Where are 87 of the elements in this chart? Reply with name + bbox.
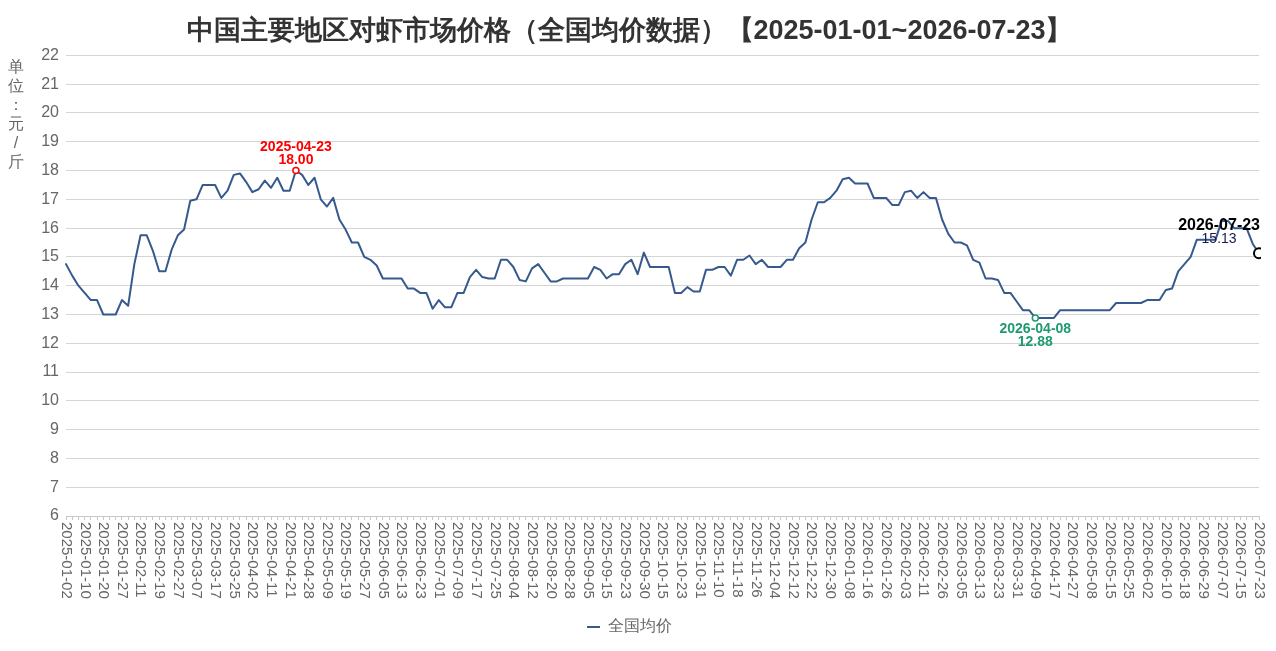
y-tick-label: 16 [41, 218, 60, 236]
x-tick-label: 2025-07-25 [487, 522, 505, 599]
x-tick-label: 2026-01-26 [879, 522, 897, 599]
x-tick-label: 2025-05-27 [357, 522, 375, 599]
x-tick-label: 2026-07-07 [1214, 522, 1232, 599]
x-tick-label: 2025-01-20 [96, 522, 114, 599]
y-tick-label: 12 [41, 333, 60, 351]
x-tick-label: 2025-12-22 [804, 522, 822, 599]
y-tick-label: 20 [41, 103, 60, 121]
x-tick-label: 2025-07-01 [431, 522, 449, 599]
x-tick-label: 2025-06-23 [413, 522, 431, 599]
x-tick-label: 2025-02-27 [170, 522, 188, 599]
x-tick-label: 2026-06-29 [1195, 522, 1213, 599]
x-tick-label: 2026-03-13 [972, 522, 990, 599]
x-tick-label: 2026-04-09 [1028, 522, 1046, 599]
x-tick-label: 2025-03-17 [207, 522, 225, 599]
x-tick-label: 2026-01-08 [841, 522, 859, 599]
x-tick-label: 2025-07-09 [450, 522, 468, 599]
y-tick-label: 9 [50, 420, 60, 438]
x-tick-label: 2025-09-15 [599, 522, 617, 599]
x-tick-label: 2025-04-21 [282, 522, 300, 599]
x-tick-label: 2026-07-23 [1251, 522, 1269, 599]
y-tick-label: 11 [42, 362, 60, 380]
x-tick-label: 2025-10-31 [692, 522, 710, 599]
y-tick-label: 21 [41, 74, 60, 92]
y-tick-label: 18 [41, 160, 60, 178]
x-tick-label: 2026-06-18 [1177, 522, 1195, 599]
x-tick-label: 2025-07-17 [468, 522, 486, 599]
y-tick-label: 22 [41, 45, 60, 63]
x-tick-label: 2025-10-23 [674, 522, 691, 599]
x-tick-label: 2025-12-12 [785, 522, 803, 599]
y-tick-label: 17 [41, 189, 60, 207]
x-tick-label: 2026-04-17 [1046, 522, 1064, 599]
legend-label: 全国均价 [608, 617, 672, 635]
x-tick-label: 2025-03-07 [189, 522, 207, 599]
x-tick-label: 2025-02-19 [152, 522, 170, 599]
x-tick-label: 2025-08-04 [506, 522, 524, 599]
chart-title: 中国主要地区对虾市场价格（全国均价数据）【2025-01-01~2026-07-23】 [186, 14, 1073, 45]
y-tick-label: 13 [41, 304, 60, 322]
x-tick-label: 2026-04-27 [1065, 522, 1083, 599]
x-tick-label: 2025-11-18 [729, 522, 747, 598]
x-tick-label: 2026-02-26 [934, 522, 952, 599]
y-axis-title: 单位：元/斤 [8, 57, 24, 171]
x-tick-label: 2026-05-15 [1102, 522, 1120, 599]
x-tick-label: 2025-10-15 [655, 522, 673, 599]
x-tick-label: 2025-08-28 [562, 522, 580, 599]
x-tick-label: 2025-03-25 [226, 522, 244, 599]
x-tick-label: 2026-05-25 [1121, 522, 1139, 599]
y-tick-label: 15 [41, 247, 60, 265]
x-tick-label: 2025-09-30 [636, 522, 654, 599]
x-tick-label: 2025-04-11 [263, 522, 281, 598]
x-tick-label: 2026-01-16 [860, 522, 878, 599]
x-tick-label: 2026-03-05 [953, 522, 971, 599]
x-tick-label: 2026-02-03 [897, 522, 915, 599]
x-tick-label: 2025-05-09 [319, 522, 337, 599]
x-tick-label: 2025-06-13 [394, 522, 412, 599]
y-tick-label: 19 [41, 132, 60, 150]
x-tick-label: 2026-06-10 [1158, 522, 1176, 599]
x-tick-label: 2025-01-10 [77, 522, 95, 599]
x-tick-label: 2025-05-19 [338, 522, 356, 599]
x-tick-label: 2025-12-30 [823, 522, 841, 599]
annotation: 2025-04-23 18.00 [260, 138, 332, 168]
x-tick-label: 2025-08-20 [543, 522, 561, 599]
x-tick-label: 2026-03-23 [990, 522, 1008, 599]
x-tick-label: 2025-02-11 [133, 522, 151, 598]
x-tick-label: 2025-11-10 [711, 522, 729, 598]
x-tick-label: 2025-09-05 [580, 522, 598, 599]
x-tick-label: 2025-08-12 [524, 522, 542, 599]
x-tick-label: 2025-11-26 [748, 522, 766, 598]
x-tick-label: 2025-01-02 [58, 522, 76, 599]
x-tick-label: 2025-12-04 [767, 522, 785, 599]
y-tick-label: 7 [50, 477, 60, 495]
y-tick-label: 8 [50, 448, 60, 466]
y-tick-label: 6 [50, 506, 60, 524]
x-tick-label: 2025-01-27 [114, 522, 132, 599]
x-tick-label: 2026-02-11 [916, 522, 934, 598]
x-tick-label: 2025-06-05 [375, 522, 393, 599]
x-tick-label: 2026-06-02 [1140, 522, 1158, 599]
x-tick-label: 2025-04-02 [245, 522, 263, 599]
annotation: 2026-04-08 12.88 [999, 319, 1072, 349]
x-tick-label: 2026-03-31 [1009, 522, 1027, 599]
x-tick-label: 2026-07-15 [1233, 522, 1251, 599]
y-tick-label: 14 [41, 276, 60, 294]
y-tick-label: 10 [41, 391, 60, 409]
x-tick-label: 2025-09-23 [618, 522, 636, 599]
x-tick-label: 2026-05-08 [1084, 522, 1102, 599]
x-tick-label: 2025-04-28 [301, 522, 319, 599]
